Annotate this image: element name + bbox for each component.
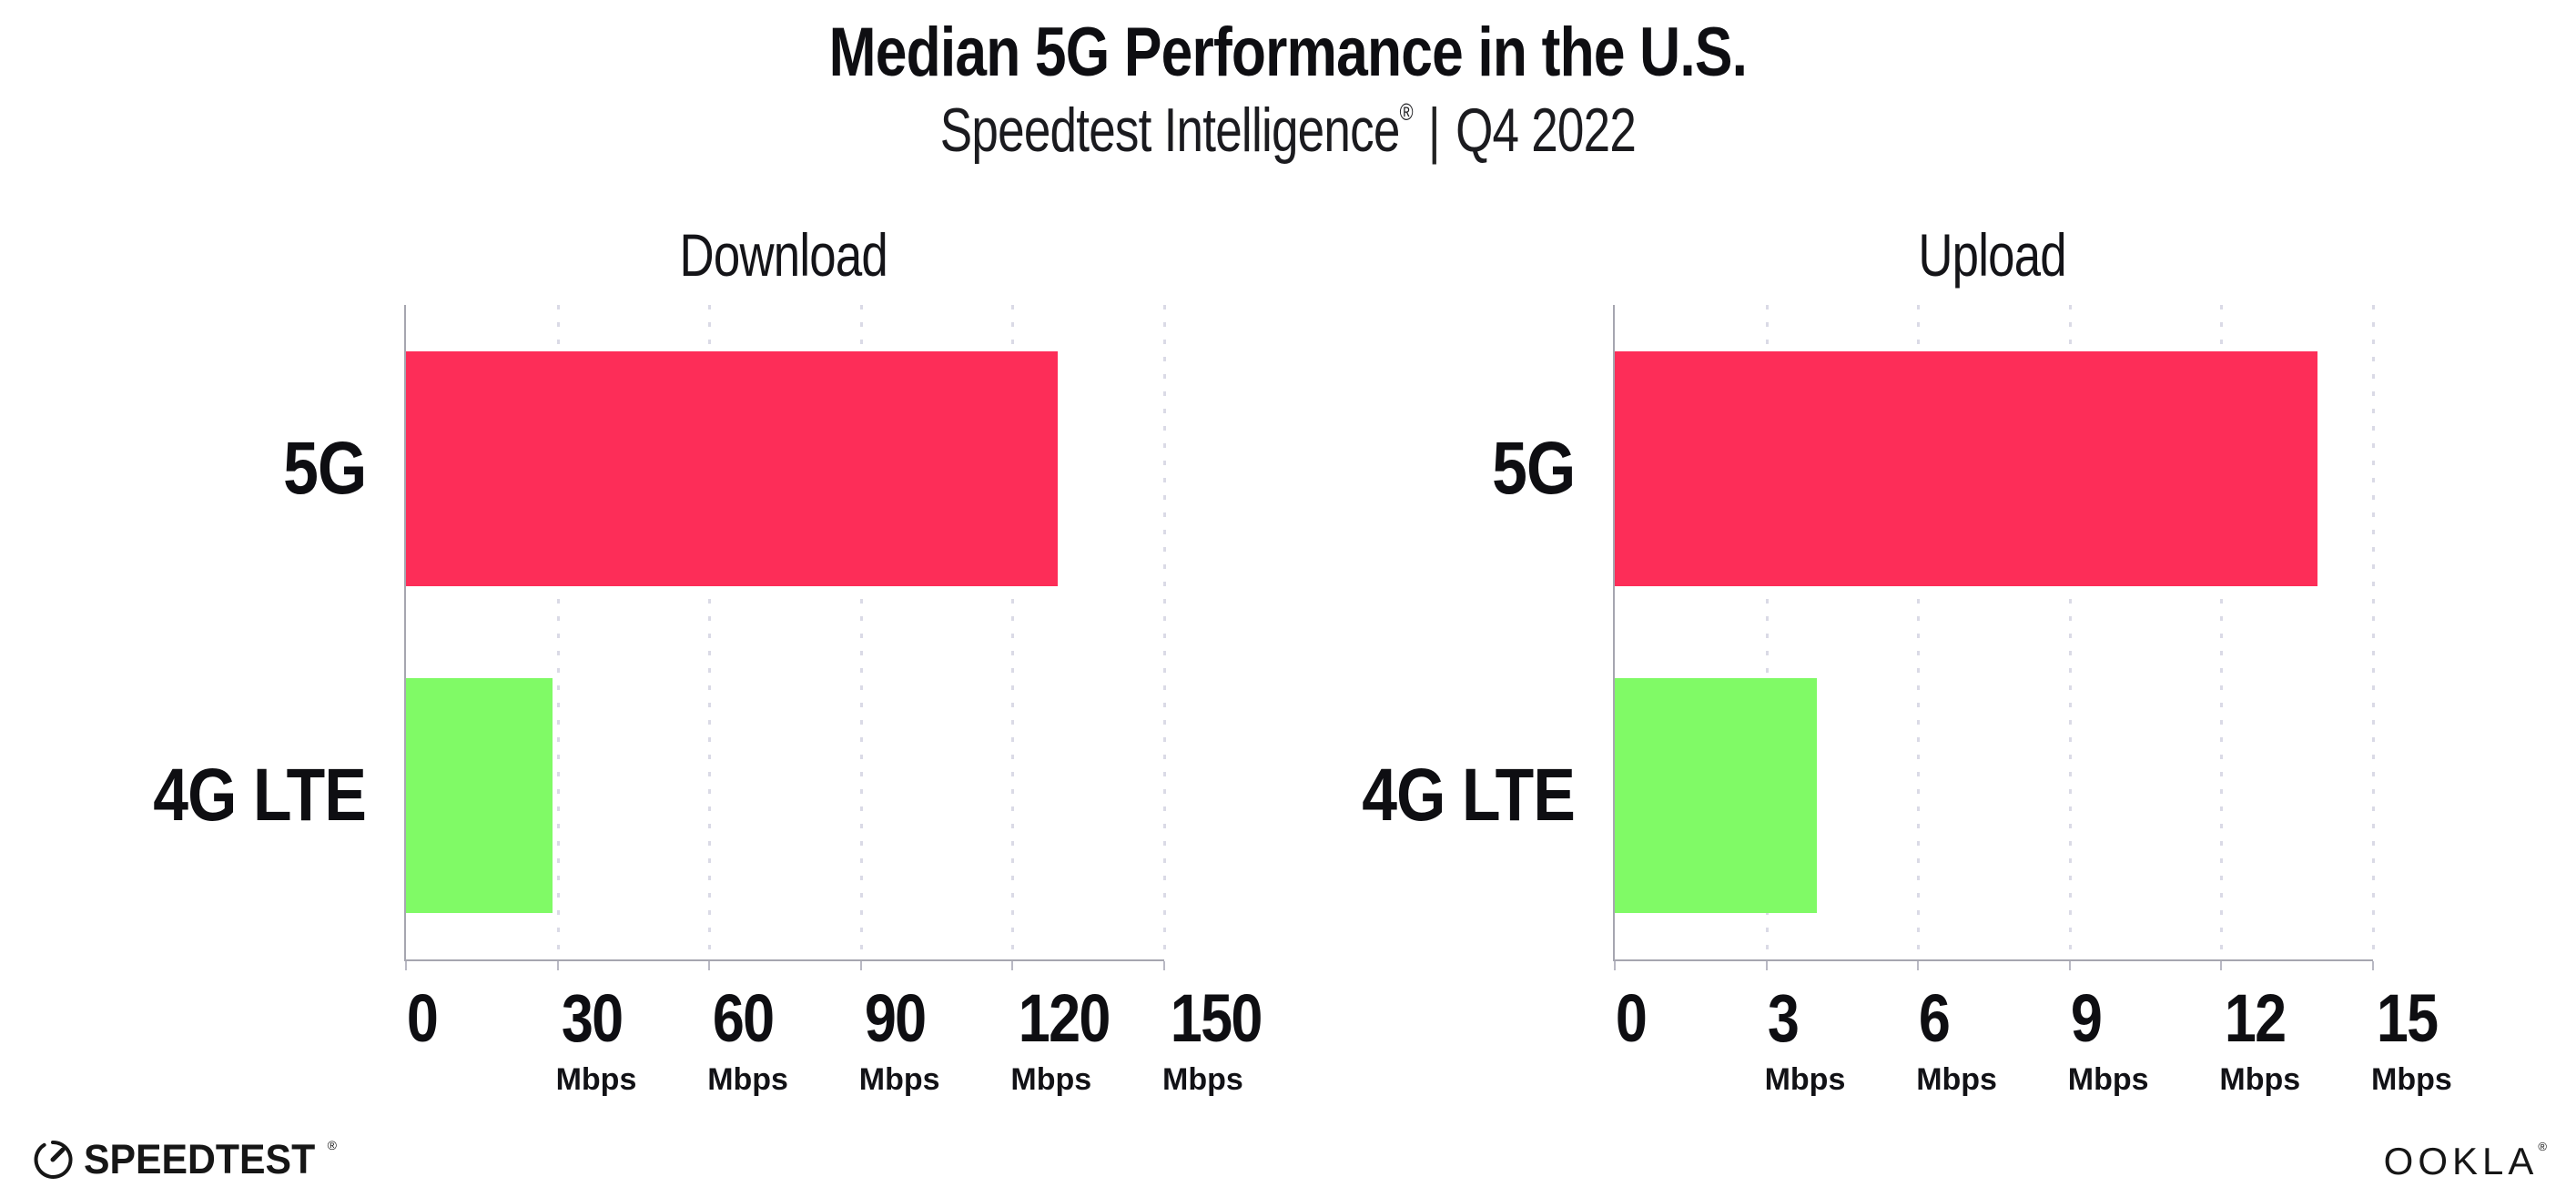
category-label-4g-lte: 4G LTE <box>1192 753 1576 838</box>
subtitle-divider: | <box>1427 96 1441 165</box>
gridline-upload-6 <box>1917 305 1921 959</box>
ookla-logo-text: OOKLA <box>2383 1140 2539 1182</box>
x-tick-value-text: 12 <box>2225 980 2287 1056</box>
tick-mark-download-30 <box>556 961 559 970</box>
category-band-5g <box>1615 305 2373 633</box>
x-tick-value-text: 90 <box>864 980 927 1056</box>
gridline-upload-9 <box>2068 305 2072 959</box>
bar-5g-download <box>406 350 1059 586</box>
gridline-download-150 <box>1163 305 1166 959</box>
subtitle-period: Q4 2022 <box>1455 96 1637 165</box>
gridline-download-60 <box>708 305 712 959</box>
category-band-5g <box>406 305 1164 633</box>
tick-mark-download-90 <box>859 961 862 970</box>
chart-title-download: Download <box>404 218 1162 291</box>
category-band-4g-lte <box>406 633 1164 960</box>
category-label-5g: 5G <box>0 426 367 512</box>
chart-title-text: Upload <box>1918 221 2066 289</box>
tick-mark-upload-0 <box>1614 961 1616 970</box>
chart-title-upload: Upload <box>1613 218 2371 291</box>
x-tick-value-text: 120 <box>1019 980 1111 1056</box>
tick-mark-download-60 <box>708 961 711 970</box>
speedtest-registered-mark: ® <box>327 1138 337 1152</box>
category-label-text: 4G LTE <box>1362 754 1576 837</box>
x-tick-value-text: 0 <box>1615 980 1648 1056</box>
tick-mark-upload-12 <box>2220 961 2223 970</box>
tick-mark-upload-15 <box>2372 961 2374 970</box>
ookla-logo: OOKLA® <box>2384 1140 2547 1183</box>
category-band-4g-lte <box>1615 633 2373 960</box>
x-tick-value-text: 9 <box>2070 980 2103 1056</box>
speedtest-logo-text: SPEEDTEST <box>84 1136 316 1182</box>
ookla-registered-mark: ® <box>2538 1140 2547 1153</box>
x-tick-value-text: 6 <box>1919 980 1951 1056</box>
x-tick-value-text: 30 <box>561 980 623 1056</box>
page-subtitle: Speedtest Intelligence® | Q4 2022 <box>0 95 2576 166</box>
speedtest-gauge-icon <box>34 1140 73 1179</box>
category-label-text: 5G <box>282 426 367 510</box>
gridline-download-90 <box>859 305 863 959</box>
speedtest-logo: SPEEDTEST ® <box>33 1136 337 1183</box>
gridline-upload-3 <box>1765 305 1769 959</box>
bar-4g-lte-download <box>406 678 553 914</box>
tick-mark-download-120 <box>1011 961 1014 970</box>
plot-area-upload <box>1613 305 2375 970</box>
gridline-upload-12 <box>2220 305 2224 959</box>
page-title: Median 5G Performance in the U.S. <box>0 13 2576 92</box>
category-label-text: 5G <box>1491 426 1576 510</box>
category-label-5g: 5G <box>1192 426 1576 512</box>
x-tick-value-text: 60 <box>713 980 775 1056</box>
page-title-text: Median 5G Performance in the U.S. <box>828 14 1748 91</box>
gridline-upload-15 <box>2372 305 2375 959</box>
tick-mark-download-0 <box>405 961 407 970</box>
x-tick-value-text: 15 <box>2376 980 2439 1056</box>
chart-title-text: Download <box>679 221 887 289</box>
category-label-text: 4G LTE <box>153 754 367 837</box>
category-label-4g-lte: 4G LTE <box>0 753 367 838</box>
tick-mark-upload-9 <box>2068 961 2071 970</box>
tick-mark-download-150 <box>1163 961 1165 970</box>
x-tick-value-text: 3 <box>1767 980 1800 1056</box>
tick-mark-upload-6 <box>1917 961 1920 970</box>
subtitle-brand: Speedtest Intelligence <box>939 96 1401 165</box>
x-tick-value-text: 0 <box>406 980 439 1056</box>
tick-mark-upload-3 <box>1765 961 1768 970</box>
bar-5g-upload <box>1615 350 2317 586</box>
plot-area-download <box>404 305 1166 970</box>
x-tick-value-text: 150 <box>1170 980 1263 1056</box>
registered-mark: ® <box>1399 98 1414 126</box>
gridline-download-30 <box>556 305 560 959</box>
bar-4g-lte-upload <box>1615 678 1818 914</box>
gridline-download-120 <box>1011 305 1015 959</box>
page-subtitle-text: Speedtest Intelligence® | Q4 2022 <box>939 95 1637 166</box>
